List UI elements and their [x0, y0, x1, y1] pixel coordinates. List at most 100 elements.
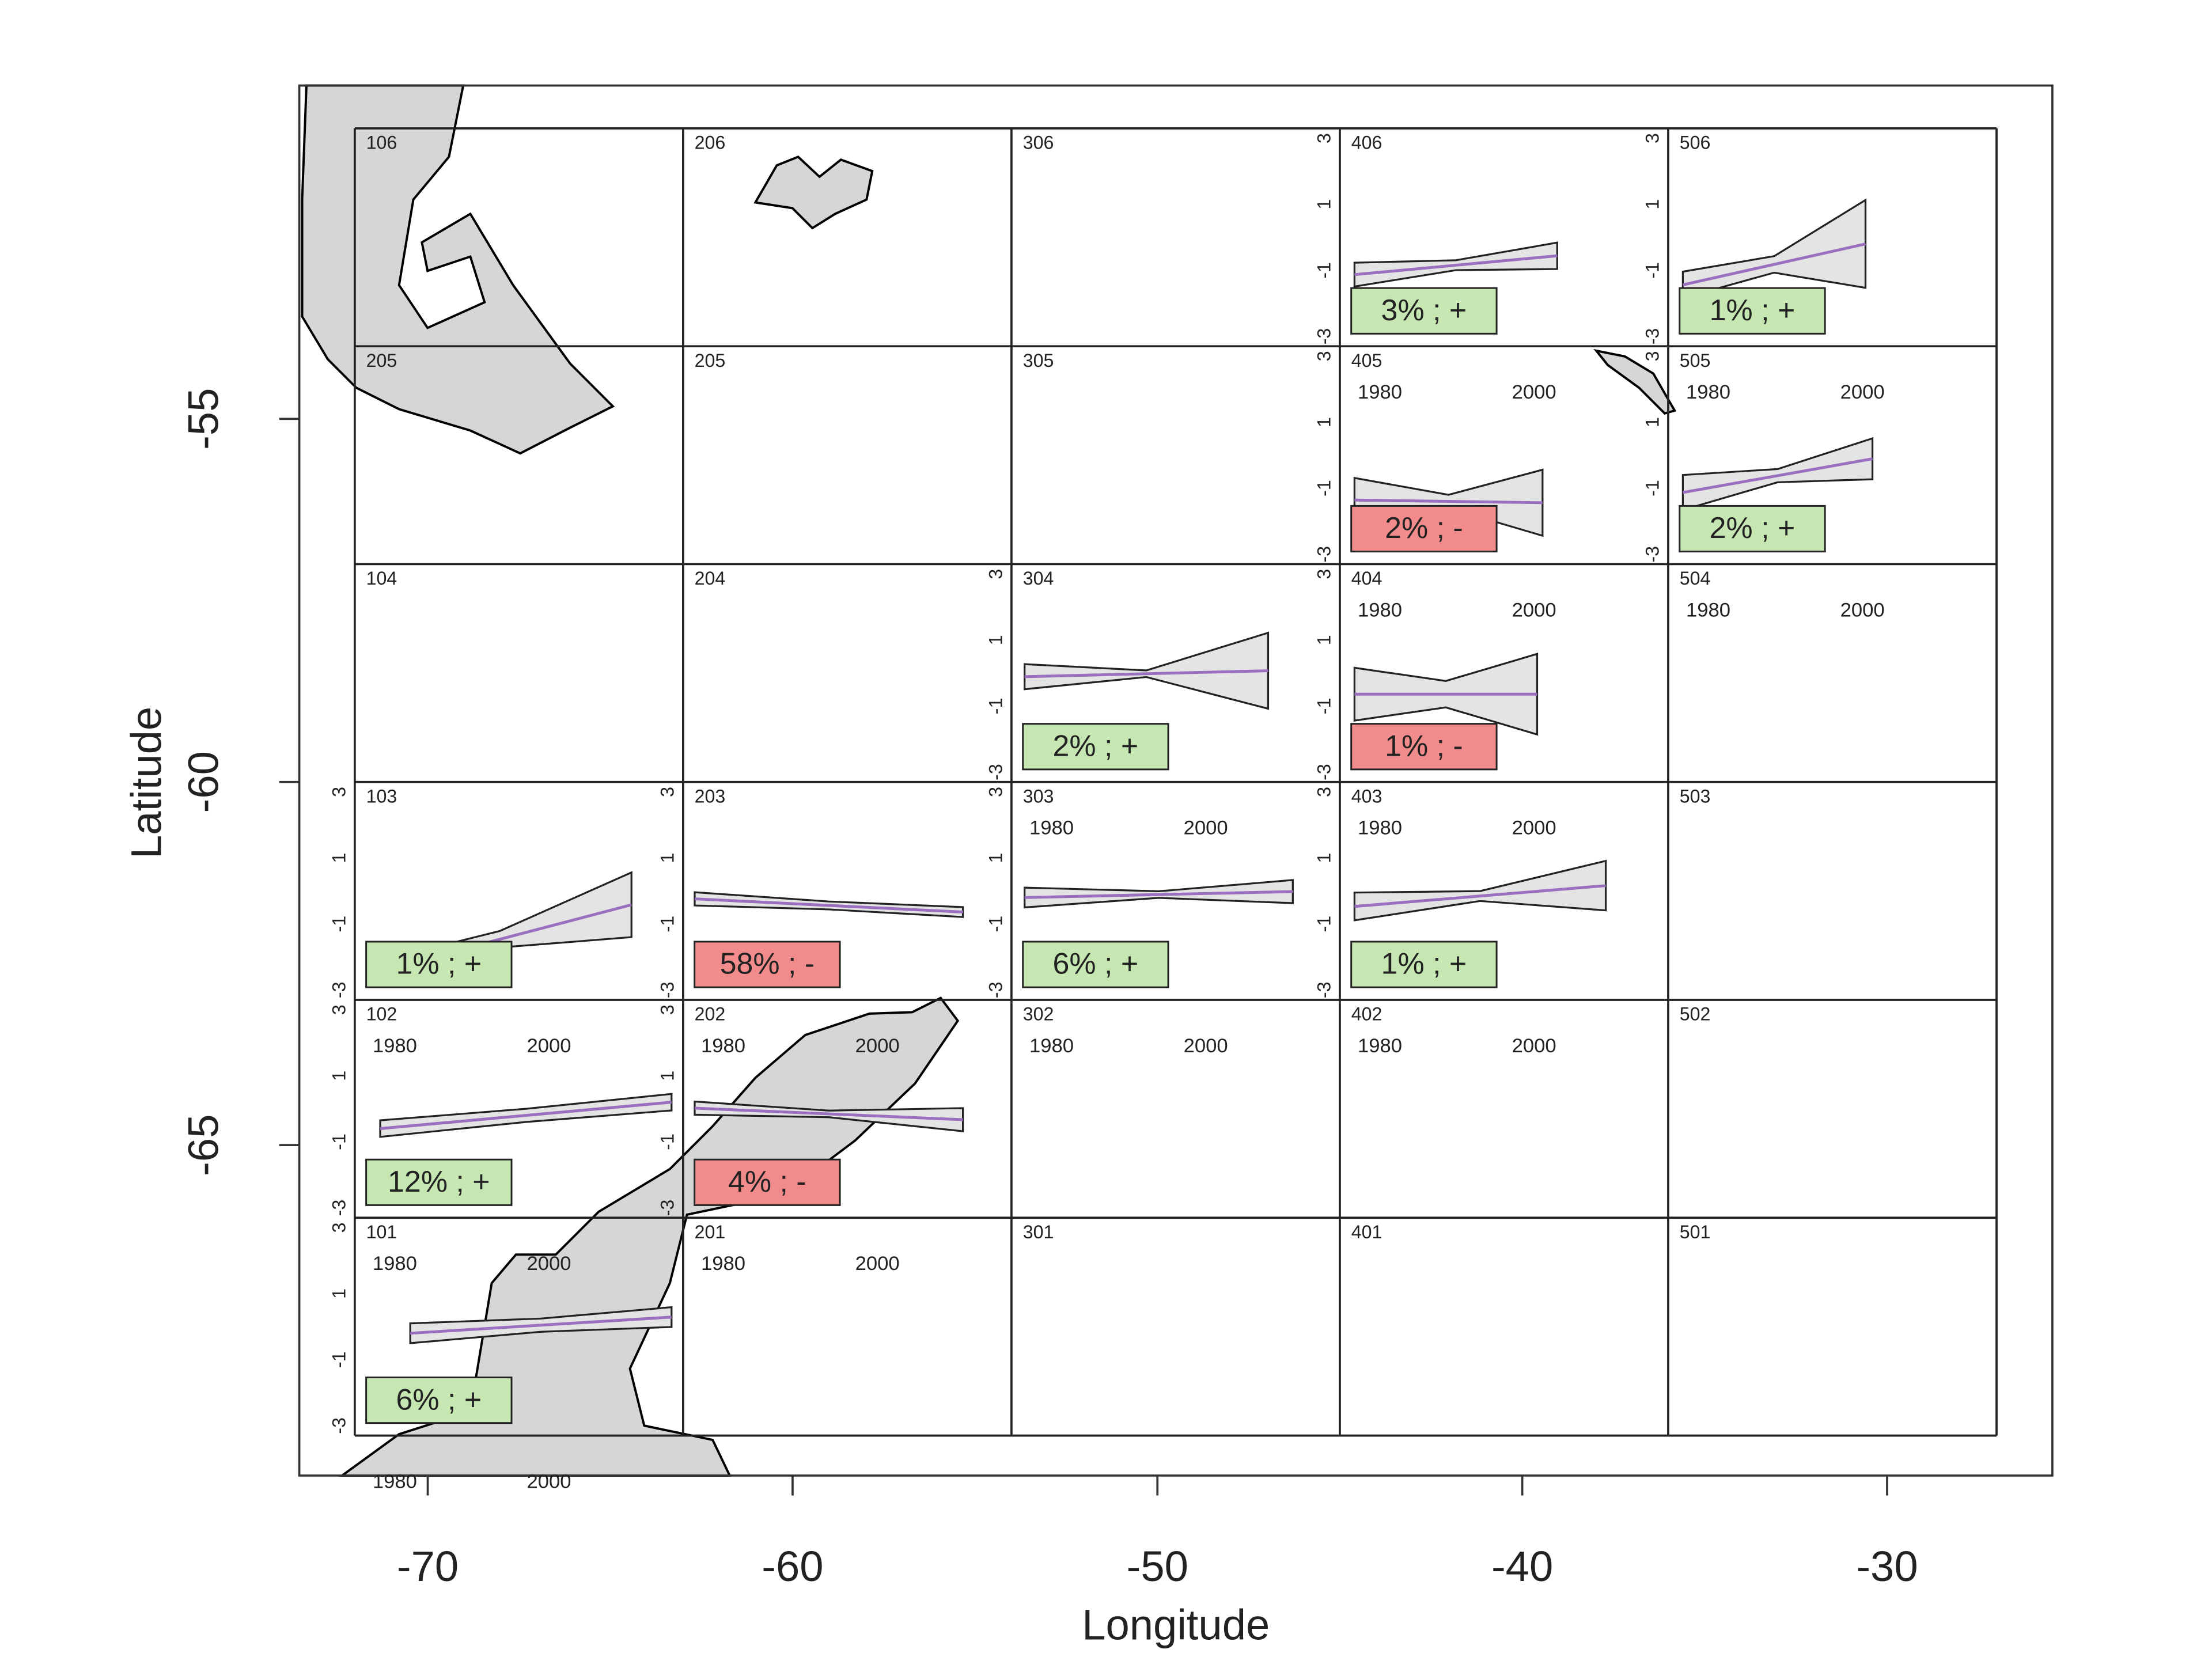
panel-x-tick-label: 2000	[527, 1253, 571, 1275]
x-tick-label: -30	[1856, 1542, 1918, 1590]
fit-line	[1024, 890, 1293, 899]
cell: 202 3 1 -1 -3 1980 2000 4% ; -	[657, 1004, 964, 1275]
cell: 204	[695, 568, 726, 589]
cell-id: 301	[1023, 1222, 1054, 1242]
panel-y-tick-label: 1	[986, 635, 1006, 645]
trend-label: 6% ; +	[1053, 947, 1139, 981]
x-axis-title: Longitude	[1082, 1601, 1270, 1648]
cell-id: 401	[1351, 1222, 1382, 1242]
panel-y-tick-label: -3	[329, 1200, 350, 1216]
cell-id: 501	[1680, 1222, 1711, 1242]
cell: 101 3 1 -1 -3 1980 2000 6% ; +	[329, 1222, 673, 1492]
panel-x-tick-label: 2000	[1512, 599, 1556, 621]
trend-label: 4% ; -	[728, 1165, 806, 1199]
cell: 205	[366, 350, 397, 371]
fit-line	[694, 1106, 963, 1121]
panel-x-tick-label: 2000	[1184, 1035, 1228, 1057]
fit-line	[694, 897, 963, 913]
cell-id: 106	[366, 132, 397, 153]
confidence-band	[1681, 437, 1874, 511]
cell-id: 102	[366, 1004, 397, 1025]
cell-id: 405	[1351, 350, 1382, 371]
trend-label: 58% ; -	[720, 947, 815, 981]
cell-id: 506	[1680, 132, 1711, 153]
cell: 206	[695, 132, 726, 153]
panel-y-tick-label: -1	[986, 698, 1006, 715]
trend-label: 2% ; +	[1053, 729, 1139, 763]
y-tick-label: -65	[179, 1114, 227, 1176]
cell: 506 3 1 -1 -3 1980 2000 1% ; +	[1642, 132, 1885, 403]
cell-id: 504	[1680, 568, 1711, 589]
panel-y-tick-label: 3	[1642, 351, 1663, 361]
panel-y-tick-label: -3	[1642, 546, 1663, 563]
panel-y-tick-label: 1	[986, 853, 1006, 863]
panel-x-tick-label: 2000	[527, 1470, 571, 1492]
cell-id: 404	[1351, 568, 1382, 589]
fit-line	[1354, 498, 1543, 505]
panel-y-tick-label: -3	[1642, 328, 1663, 345]
y-axis-title: Latitude	[122, 707, 170, 859]
cell: 502	[1680, 1004, 1711, 1025]
falklands	[753, 155, 874, 230]
trend-label: 1% ; +	[1381, 947, 1467, 981]
panel-y-tick-label: 1	[1314, 853, 1335, 863]
panel-y-tick-label: 3	[657, 787, 678, 797]
cell-id: 406	[1351, 132, 1382, 153]
panel-x-tick-label: 1980	[1029, 817, 1074, 839]
panel-y-tick-label: 1	[329, 1288, 350, 1299]
cell-id: 305	[1023, 350, 1054, 371]
panel-y-tick-label: 3	[1642, 133, 1663, 143]
panel-y-tick-label: -3	[1314, 981, 1335, 998]
trend-label-box	[1679, 287, 1826, 335]
cell: 205	[695, 350, 726, 371]
cell-id: 502	[1680, 1004, 1711, 1025]
panel-x-tick-label: 1980	[701, 1253, 745, 1275]
panel-x-tick-label: 2000	[1840, 381, 1885, 403]
x-tick-label: -60	[762, 1542, 823, 1590]
trend-label: 2% ; +	[1710, 511, 1796, 545]
cell: 404 3 1 -1 -3 1980 2000 1% ; -	[1314, 568, 1556, 839]
panel-y-tick-label: -1	[1642, 262, 1663, 279]
panel-y-tick-label: -1	[1314, 262, 1335, 279]
cell: 102 3 1 -1 -3 1980 2000 12% ; +	[329, 1004, 673, 1275]
panel-y-tick-label: 1	[1642, 417, 1663, 427]
trend-label-box	[365, 941, 513, 988]
panel-y-tick-label: -1	[329, 1134, 350, 1150]
cell-id: 206	[695, 132, 726, 153]
cell-id: 203	[695, 786, 726, 806]
trend-label: 1% ; -	[1385, 729, 1463, 763]
cell: 503	[1680, 786, 1711, 806]
south-georgia	[1593, 348, 1677, 415]
cell-id: 205	[695, 350, 726, 371]
panel-y-tick-label: 3	[329, 787, 350, 797]
panel-x-tick-label: 2000	[855, 1035, 900, 1057]
fit-line	[1682, 457, 1873, 494]
cell: 504	[1680, 568, 1711, 589]
panel-y-tick-label: 3	[329, 1004, 350, 1015]
panel-x-tick-label: 2000	[1184, 817, 1228, 839]
trend-label-box	[694, 1158, 841, 1206]
cell-id: 306	[1023, 132, 1054, 153]
trend-label: 3% ; +	[1381, 294, 1467, 327]
panel-y-tick-label: -3	[986, 981, 1006, 998]
panel-x-tick-label: 2000	[1512, 1035, 1556, 1057]
cell: 505 3 1 -1 -3 1980 2000 2% ; +	[1642, 350, 1885, 621]
cell-id: 103	[366, 786, 397, 806]
panel-y-tick-label: -1	[1314, 480, 1335, 496]
panel-y-tick-label: -3	[657, 1200, 678, 1216]
panel-y-tick-label: -1	[986, 916, 1006, 932]
panel-y-tick-label: 3	[1314, 133, 1335, 143]
panel-x-tick-label: 1980	[1358, 817, 1402, 839]
panel-y-tick-label: -1	[329, 1351, 350, 1368]
panel-y-tick-label: 1	[1642, 199, 1663, 210]
cell: 401	[1351, 1222, 1382, 1242]
panel-y-tick-label: 3	[1314, 351, 1335, 361]
cell-id: 402	[1351, 1004, 1382, 1025]
cell-id: 204	[695, 568, 726, 589]
panel-x-tick-label: 1980	[1358, 599, 1402, 621]
panel-x-tick-label: 1980	[373, 1035, 417, 1057]
panel-y-tick-label: 1	[1314, 199, 1335, 210]
fit-line	[1354, 254, 1558, 276]
panel-x-tick-label: 2000	[1512, 381, 1556, 403]
